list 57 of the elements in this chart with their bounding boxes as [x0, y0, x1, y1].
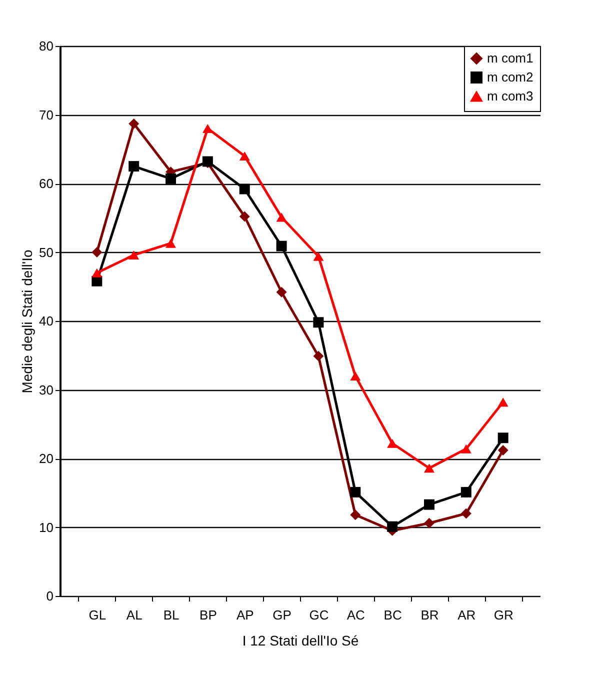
point	[239, 184, 250, 194]
point	[276, 212, 287, 222]
y-tick-label: 60	[39, 176, 54, 191]
legend-label: m com2	[487, 70, 534, 84]
x-tick-label: GP	[272, 608, 292, 622]
x-axis-title: I 12 Stati dell'Io Sé	[242, 632, 359, 648]
x-tick-label: GR	[494, 608, 514, 622]
point	[202, 124, 213, 134]
point	[276, 240, 287, 252]
point	[424, 464, 434, 473]
x-tick-label: BR	[420, 608, 439, 622]
point	[424, 499, 434, 510]
y-tick-label: 50	[39, 244, 54, 260]
point	[276, 286, 287, 298]
x-tick-label: GC	[309, 608, 329, 622]
point	[350, 371, 361, 381]
point	[460, 508, 472, 519]
point	[166, 173, 176, 184]
x-tick-label: BP	[200, 608, 217, 622]
point	[313, 350, 324, 362]
point	[498, 445, 508, 456]
x-tick-label: AL	[126, 608, 142, 622]
x-tick-label: AP	[236, 608, 254, 622]
y-axis-title: Medie degli Stati dell'Io	[19, 250, 36, 394]
point	[498, 432, 508, 444]
point	[387, 438, 398, 448]
point	[350, 510, 361, 520]
legend-label: m com3	[487, 88, 534, 104]
point	[166, 238, 176, 248]
point	[460, 444, 472, 454]
y-tick-label: 70	[39, 107, 54, 122]
point	[313, 317, 324, 328]
x-tick-label: BL	[163, 608, 180, 622]
point	[498, 398, 508, 407]
legend-label: m com1	[487, 50, 534, 66]
y-tick-label: 40	[39, 314, 54, 328]
y-tick-label: 0	[46, 588, 54, 604]
x-tick-label: AC	[346, 608, 365, 622]
y-tick-label: 80	[39, 38, 54, 54]
y-tick-label: 10	[39, 520, 54, 535]
point	[92, 247, 102, 258]
point	[128, 118, 140, 129]
point	[424, 518, 434, 528]
point	[313, 252, 324, 261]
point	[128, 250, 140, 260]
point	[239, 211, 250, 222]
point	[239, 151, 250, 161]
y-tick-label: 30	[39, 382, 54, 398]
y-tick-label: 20	[39, 451, 54, 466]
point	[92, 268, 102, 278]
point	[350, 486, 361, 498]
point	[387, 521, 398, 532]
x-tick-label: AR	[458, 608, 476, 622]
x-tick-label: GL	[88, 608, 106, 622]
point	[460, 486, 472, 498]
point	[128, 161, 140, 172]
x-tick-label: BC	[384, 608, 402, 622]
